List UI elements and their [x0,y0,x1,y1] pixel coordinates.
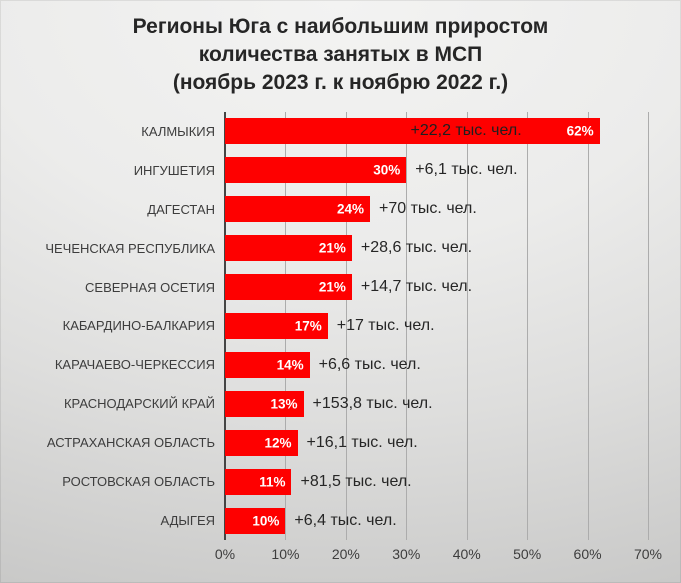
bar-percent-label: 12% [264,435,292,451]
gridline [527,112,529,540]
chart-title: Регионы Юга с наибольшим приростом колич… [0,13,681,97]
region-label: РОСТОВСКАЯ ОБЛАСТЬ [62,474,215,490]
x-tick-label: 50% [513,546,542,562]
bar: 14% [225,351,310,378]
x-tick-label: 0% [214,546,236,562]
chart-title-line-3: (ноябрь 2023 г. к ноябрю 2022 г.) [172,71,509,94]
bar: 11% [225,468,292,495]
x-axis-tick-labels: 0% 10% 20% 30% 40% 50% 60% 70% [215,546,662,566]
bar-annotation: +14,7 тыс. чел. [360,278,473,296]
bar-percent-label: 21% [318,240,346,256]
bar: 30% [225,157,407,184]
bar: 21% [225,235,352,262]
region-label: КАБАРДИНО-БАЛКАРИЯ [62,318,215,334]
region-label: ИНГУШЕТИЯ [133,162,215,178]
x-tick-label: 40% [452,546,481,562]
chart-row: РОСТОВСКАЯ ОБЛАСТЬ 11% +81,5 тыс. чел. [0,462,648,501]
gridline [466,112,468,540]
x-tick-label: 30% [392,546,421,562]
region-label: АСТРАХАНСКАЯ ОБЛАСТЬ [46,435,215,451]
bar-percent-label: 21% [318,279,346,295]
bar-percent-label: 24% [336,201,365,217]
region-label: КАРАЧАЕВО-ЧЕРКЕССИЯ [54,357,215,373]
gridline [406,112,408,540]
x-tick-label: 60% [573,546,602,562]
bar-rows: КАЛМЫКИЯ 62% +22,2 тыс. чел. ИНГУШЕТИЯ 3… [0,112,648,540]
x-tick-label: 10% [271,546,300,562]
bar-percent-label: 10% [252,513,280,529]
gridline [345,112,347,540]
bar-percent-label: 14% [276,357,304,373]
gridline [648,112,649,540]
chart-row: КАЛМЫКИЯ 62% +22,2 тыс. чел. [0,112,648,151]
bar-percent-label: 11% [259,474,286,490]
bar: 12% [225,429,298,456]
region-label: СЕВЕРНАЯ ОСЕТИЯ [85,279,215,295]
chart-row: СЕВЕРНАЯ ОСЕТИЯ 21% +14,7 тыс. чел. [0,268,648,307]
bar: 24% [225,196,371,223]
chart-row: ЧЕЧЕНСКАЯ РЕСПУБЛИКА 21% +28,6 тыс. чел. [0,229,648,268]
bar-annotation: +6,1 тыс. чел. [415,161,518,179]
bar-annotation: +28,6 тыс. чел. [360,239,473,257]
bar-percent-label: 13% [270,396,298,412]
region-label: ДАГЕСТАН [147,201,215,217]
chart-row: КРАСНОДАРСКИЙ КРАЙ 13% +153,8 тыс. чел. [0,384,648,423]
chart-row: АДЫГЕЯ 10% +6,4 тыс. чел. [0,501,648,540]
bar-annotation: +70 тыс. чел. [379,200,477,218]
chart-title-line-1: Регионы Юга с наибольшим приростом [132,15,549,38]
chart-row: КАБАРДИНО-БАЛКАРИЯ 17% +17 тыс. чел. [0,307,648,346]
bar-annotation: +81,5 тыс. чел. [300,472,412,490]
bar-annotation: +153,8 тыс. чел. [312,394,433,412]
chart-row: ИНГУШЕТИЯ 30% +6,1 тыс. чел. [0,151,648,190]
region-label: КРАСНОДАРСКИЙ КРАЙ [63,396,215,412]
bar-annotation: +6,6 тыс. чел. [318,355,421,373]
gridline [587,112,589,540]
bar-percent-label: 30% [373,162,401,178]
chart-title-line-2: количества занятых в МСП [198,43,483,66]
x-tick-label: 70% [633,546,663,562]
bar: 13% [225,390,304,417]
chart-row: КАРАЧАЕВО-ЧЕРКЕССИЯ 14% +6,6 тыс. чел. [0,345,648,384]
bar-annotation: +6,4 тыс. чел. [294,511,397,529]
chart-row: ДАГЕСТАН 24% +70 тыс. чел. [0,190,648,229]
bar: 62% +22,2 тыс. чел. [225,118,600,145]
bar: 21% [225,274,352,301]
region-label: ЧЕЧЕНСКАЯ РЕСПУБЛИКА [45,240,215,256]
bar-annotation: +22,2 тыс. чел. [410,122,522,140]
region-label: КАЛМЫКИЯ [141,123,215,139]
bar-annotation: +17 тыс. чел. [336,316,435,334]
bar: 17% [225,312,328,339]
bar-percent-label: 62% [566,123,594,139]
region-label: АДЫГЕЯ [160,513,215,529]
bar: 10% [225,507,286,534]
bar-annotation: +16,1 тыс. чел. [306,433,418,451]
chart-row: АСТРАХАНСКАЯ ОБЛАСТЬ 12% +16,1 тыс. чел. [0,423,648,462]
x-tick-label: 20% [331,546,360,562]
bar-percent-label: 17% [294,318,322,334]
